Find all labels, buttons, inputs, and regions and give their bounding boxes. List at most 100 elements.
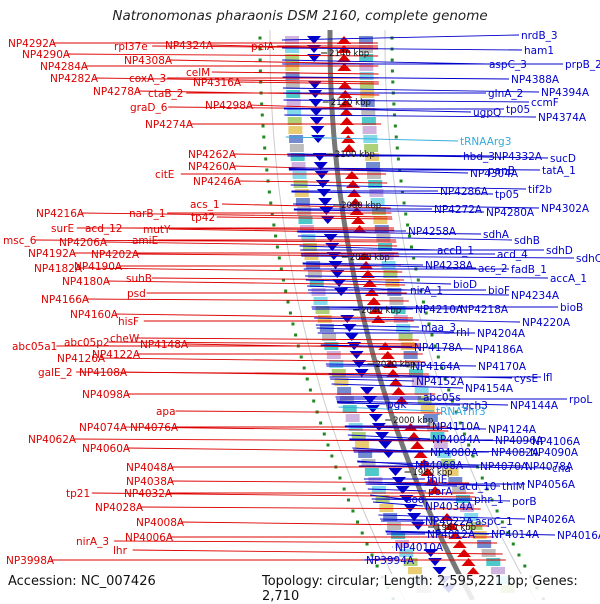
gc-content-dot — [402, 201, 406, 205]
feature-block — [477, 540, 492, 548]
feature-block — [437, 450, 452, 458]
right-gene-label: NP4388A — [511, 74, 560, 86]
right-gene-label: NP4394A — [541, 87, 590, 99]
gc-content-dot — [267, 190, 271, 194]
feature-block — [464, 513, 479, 521]
right-gene-label: hbd_3 — [463, 151, 495, 163]
right-gene-label: thiE — [427, 474, 447, 486]
gc-content-dot — [260, 102, 264, 106]
genome-title: Natronomonas pharaonis DSM 2160, complet… — [112, 8, 488, 24]
left-gene-label: tp42 — [191, 212, 215, 224]
feature-block — [366, 162, 381, 170]
feature-block — [285, 45, 300, 53]
tick-label: 2060 kbp — [350, 253, 390, 263]
feature-block — [292, 171, 307, 179]
feature-block — [393, 315, 408, 323]
right-gene-label: NP4204A — [477, 328, 526, 340]
right-leader-line — [299, 245, 436, 251]
right-gene-label: NP4170A — [478, 361, 527, 373]
left-gene-label: NP4062A — [28, 434, 77, 446]
left-leader-line — [114, 313, 413, 319]
right-gene-label: NP4026A — [527, 514, 576, 526]
gene-arrow-forward — [413, 450, 428, 458]
right-gene-label: NP4078A — [525, 461, 574, 473]
feature-block — [460, 504, 475, 512]
gene-arrow-reverse — [310, 126, 325, 134]
right-gene-label: NP4012A — [427, 529, 476, 541]
gene-arrow-reverse — [403, 504, 418, 512]
right-leader-line — [338, 406, 435, 412]
left-leader-line — [135, 253, 399, 257]
right-leader-line — [297, 231, 482, 235]
right-gene-label: panB — [488, 165, 515, 177]
gene-arrow-forward — [337, 36, 351, 44]
left-gene-label: amiE — [132, 235, 158, 247]
right-gene-label: NP4238A — [425, 260, 474, 272]
right-gene-label: NP4186A — [475, 344, 524, 356]
right-leader-line — [302, 262, 424, 266]
feature-block — [396, 324, 411, 332]
gene-arrow-reverse — [319, 207, 334, 215]
feature-block — [411, 378, 426, 386]
feature-block — [403, 351, 418, 359]
trna-gene-label: tRNAArg3 — [460, 136, 511, 148]
right-gene-label: accB_1 — [437, 245, 474, 257]
gene-arrow-forward — [457, 549, 472, 557]
gc-content-dot — [351, 509, 355, 513]
feature-block — [364, 468, 379, 476]
feature-block — [374, 225, 389, 233]
right-gene-label: porA — [428, 486, 453, 498]
feature-block — [406, 360, 421, 368]
left-gene-label: NP4160A — [70, 309, 119, 321]
feature-block — [285, 63, 300, 71]
feature-block — [385, 279, 400, 287]
right-leader-line — [372, 501, 424, 507]
right-gene-label: NP4014A — [491, 529, 540, 541]
left-gene-label: coxA_3 — [129, 73, 166, 85]
feature-block — [364, 144, 379, 152]
gc-content-dot — [284, 289, 288, 293]
left-gene-label: NP4292A — [8, 38, 57, 50]
right-gene-label: fadB_1 — [511, 264, 547, 276]
feature-block — [351, 432, 366, 440]
left-leader-line — [34, 239, 397, 243]
gc-content-dot — [462, 432, 466, 436]
gene-arrow-reverse — [349, 351, 364, 359]
left-gene-label: NP4246A — [193, 176, 242, 188]
feature-block — [289, 144, 304, 152]
feature-block — [481, 549, 496, 557]
left-leader-line — [180, 521, 489, 527]
feature-block — [360, 90, 375, 98]
left-gene-label: NP4038A — [126, 476, 175, 488]
gc-content-dot — [495, 509, 499, 513]
right-gene-label: gch3 — [462, 400, 488, 412]
tick-label: 1960 kbp — [436, 523, 476, 533]
feature-block — [408, 369, 423, 377]
tick-label: 2140 kbp — [329, 49, 369, 59]
left-leader-line — [221, 203, 391, 209]
feature-block — [373, 216, 388, 224]
feature-block — [420, 405, 435, 413]
gc-content-dot — [308, 388, 312, 392]
gc-content-dot — [262, 135, 266, 139]
right-gene-label: NP4010A — [395, 542, 444, 554]
feature-block — [342, 405, 357, 413]
gene-arrow-reverse — [308, 99, 323, 107]
left-gene-label: NP4324A — [165, 40, 214, 52]
tick-label: 2000 kbp — [393, 416, 433, 426]
gene-arrow-reverse — [368, 414, 383, 422]
feature-block — [317, 315, 332, 323]
gene-arrow-forward — [388, 378, 403, 386]
feature-block — [361, 108, 376, 116]
gc-content-dot — [299, 355, 303, 359]
left-leader-line — [126, 447, 457, 453]
right-leader-line — [378, 514, 526, 520]
gc-content-dot — [443, 377, 447, 381]
left-gene-label: NP4006A — [125, 532, 174, 544]
feature-block — [378, 243, 393, 251]
right-leader-line — [357, 461, 524, 467]
right-gene-label: thiM — [502, 481, 525, 493]
left-leader-line — [216, 216, 393, 220]
gc-content-dot — [490, 498, 494, 502]
